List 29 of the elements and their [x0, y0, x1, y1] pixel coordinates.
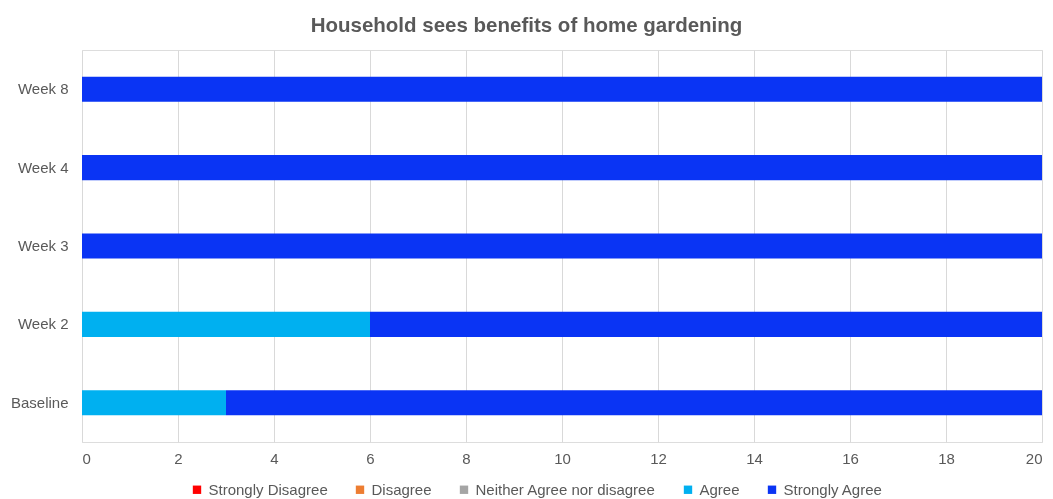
y-tick-label: Week 3 [17, 237, 69, 254]
legend-label: Agree [699, 480, 740, 498]
x-tick-label: 10 [554, 449, 571, 467]
bar [82, 155, 1042, 181]
legend-label: Disagree [371, 480, 432, 498]
x-tick-label: 8 [462, 449, 471, 467]
y-tick-label: Baseline [10, 393, 69, 411]
x-tick-label: 18 [938, 449, 955, 467]
x-tick-label: 4 [270, 449, 279, 467]
bar [82, 390, 226, 416]
x-tick-label: 16 [842, 449, 859, 467]
bar [370, 311, 1042, 337]
legend-label: Strongly Agree [783, 480, 882, 498]
x-tick-label: 2 [174, 449, 183, 467]
y-tick-label: Week 4 [17, 158, 69, 176]
y-tick-label: Week 8 [17, 80, 69, 98]
bar [82, 76, 1042, 102]
x-tick-label: 0 [82, 449, 91, 467]
bar [82, 233, 1042, 259]
bar [82, 311, 370, 337]
y-tick-label: Week 2 [17, 315, 69, 333]
legend-label: Neither Agree nor disagree [475, 480, 655, 498]
x-tick-label: 6 [366, 449, 375, 467]
x-tick-label: 14 [746, 449, 763, 467]
legend-label: Strongly Disagree [208, 480, 328, 498]
chart-title: Household sees benefits of home gardening [310, 12, 743, 36]
bar [226, 390, 1042, 416]
x-tick-label: 12 [650, 449, 667, 467]
x-tick-label: 20 [1025, 449, 1043, 467]
